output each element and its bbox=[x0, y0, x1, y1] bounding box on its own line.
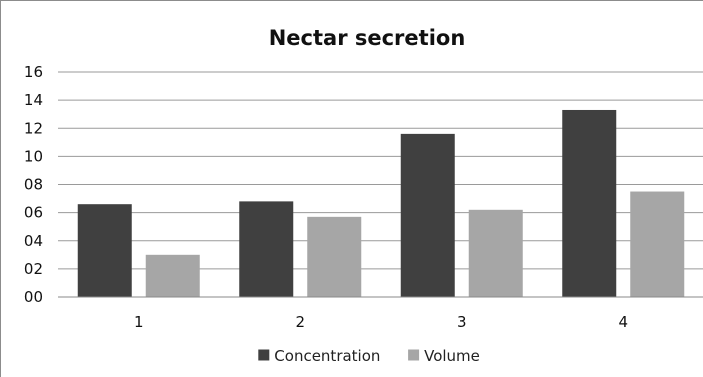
bar-volume-2 bbox=[307, 216, 362, 297]
y-axis-ticks: 00 02 04 06 08 10 12 14 16 bbox=[24, 63, 43, 306]
x-tick-label: 1 bbox=[134, 313, 144, 331]
x-tick-label: 2 bbox=[295, 313, 305, 331]
legend-swatch-volume bbox=[408, 349, 420, 361]
bar-concentration-2 bbox=[239, 201, 294, 297]
bars bbox=[77, 109, 685, 297]
x-tick-label: 4 bbox=[618, 313, 628, 331]
y-tick-label: 16 bbox=[24, 63, 43, 81]
legend-label-volume: Volume bbox=[424, 347, 480, 365]
legend-swatch-concentration bbox=[258, 349, 270, 361]
y-tick-label: 06 bbox=[24, 204, 43, 222]
y-tick-label: 14 bbox=[24, 91, 43, 109]
y-tick-label: 02 bbox=[24, 260, 43, 278]
legend-label-concentration: Concentration bbox=[274, 347, 380, 365]
legend: Concentration Volume bbox=[258, 347, 480, 365]
bar-volume-4 bbox=[630, 191, 685, 297]
chart-title: Nectar secretion bbox=[269, 26, 466, 50]
x-axis-ticks: 1 2 3 4 bbox=[134, 313, 628, 331]
x-tick-label: 3 bbox=[457, 313, 467, 331]
bar-concentration-1 bbox=[77, 204, 132, 297]
y-tick-label: 04 bbox=[24, 232, 43, 250]
bar-concentration-3 bbox=[400, 133, 455, 297]
bar-volume-3 bbox=[468, 209, 523, 297]
y-tick-label: 00 bbox=[24, 288, 43, 306]
y-tick-label: 10 bbox=[24, 147, 43, 165]
y-tick-label: 12 bbox=[24, 119, 43, 137]
bar-concentration-4 bbox=[562, 109, 617, 297]
y-tick-label: 08 bbox=[24, 176, 43, 194]
bar-volume-1 bbox=[145, 254, 200, 297]
